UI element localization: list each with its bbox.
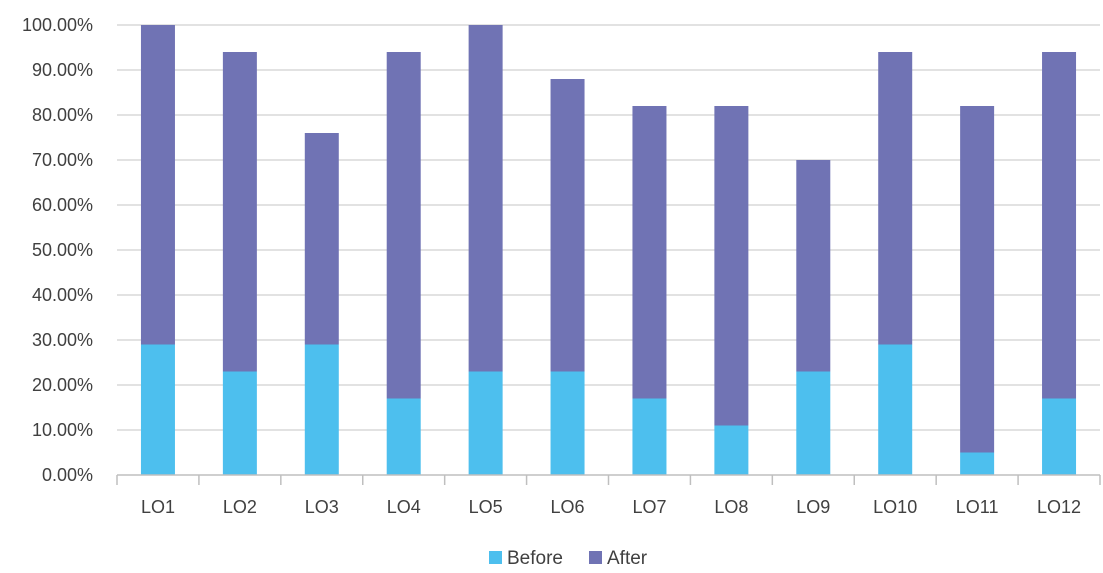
legend-label-before: Before <box>507 548 563 568</box>
y-tick-label: 40.00% <box>32 285 93 305</box>
bar-after-lo1 <box>140 25 175 345</box>
bar-before-lo9 <box>796 371 831 475</box>
legend-label-after: After <box>607 548 648 568</box>
y-tick-label: 20.00% <box>32 375 93 395</box>
x-tick-label: LO6 <box>551 497 585 517</box>
bar-after-lo12 <box>1042 52 1077 399</box>
y-tick-label: 60.00% <box>32 195 93 215</box>
bar-before-lo4 <box>386 398 421 475</box>
x-tick-label: LO12 <box>1037 497 1081 517</box>
x-tick-label: LO10 <box>873 497 917 517</box>
bar-after-lo6 <box>550 79 585 372</box>
bar-after-lo7 <box>632 106 667 399</box>
bar-before-lo1 <box>140 344 175 475</box>
legend: Before After <box>489 548 648 569</box>
bar-after-lo11 <box>960 106 995 453</box>
bar-before-lo7 <box>632 398 667 475</box>
x-tick-label: LO4 <box>387 497 421 517</box>
bar-after-lo2 <box>222 52 257 372</box>
legend-swatch-after <box>589 551 602 564</box>
bars <box>140 25 1077 475</box>
bar-before-lo5 <box>468 371 503 475</box>
y-tick-label: 70.00% <box>32 150 93 170</box>
bar-before-lo10 <box>878 344 913 475</box>
y-tick-label: 0.00% <box>42 465 93 485</box>
bar-before-lo12 <box>1042 398 1077 475</box>
x-tick-label: LO11 <box>956 497 999 517</box>
bar-before-lo3 <box>304 344 339 475</box>
y-tick-label: 100.00% <box>22 15 93 35</box>
bar-before-lo11 <box>960 452 995 475</box>
bar-after-lo9 <box>796 160 831 372</box>
bar-before-lo8 <box>714 425 749 475</box>
axes: 0.00% 10.00% 20.00% 30.00% 40.00% 50.00% 60.00… <box>22 15 1101 517</box>
bar-before-lo6 <box>550 371 585 475</box>
bar-after-lo3 <box>304 133 339 345</box>
bar-after-lo8 <box>714 106 749 426</box>
x-tick-label: LO8 <box>714 497 748 517</box>
x-tick-label: LO3 <box>305 497 339 517</box>
gridlines <box>117 24 1100 431</box>
bar-before-lo2 <box>222 371 257 475</box>
y-tick-label: 10.00% <box>32 420 93 440</box>
bar-after-lo4 <box>386 52 421 399</box>
y-tick-label: 30.00% <box>32 330 93 350</box>
legend-swatch-before <box>489 551 502 564</box>
y-tick-label: 90.00% <box>32 60 93 80</box>
x-tick-label: LO1 <box>141 497 175 517</box>
x-tick-label: LO2 <box>223 497 257 517</box>
bar-after-lo5 <box>468 25 503 372</box>
y-tick-label: 80.00% <box>32 105 93 125</box>
y-tick-label: 50.00% <box>32 240 93 260</box>
x-tick-label: LO7 <box>632 497 666 517</box>
bar-after-lo10 <box>878 52 913 345</box>
x-tick-label: LO5 <box>469 497 503 517</box>
x-tick-label: LO9 <box>796 497 830 517</box>
